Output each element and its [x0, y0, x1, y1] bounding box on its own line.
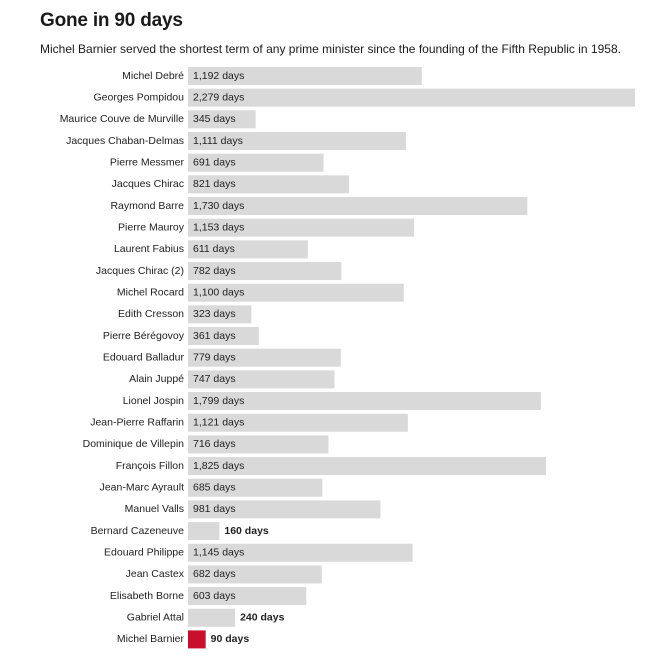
bar — [188, 478, 323, 497]
value-label: 603 days — [193, 590, 236, 602]
value-label: 90 days — [211, 633, 250, 645]
bar — [188, 348, 341, 367]
bar — [188, 305, 252, 324]
bar — [188, 153, 324, 172]
bar — [188, 587, 307, 606]
category-label: Michel Rocard — [117, 286, 184, 298]
category-label: Pierre Mauroy — [118, 221, 185, 233]
value-label: 1,730 days — [193, 200, 244, 212]
value-label: 685 days — [193, 482, 236, 494]
value-label: 716 days — [193, 438, 236, 450]
category-label: Gabriel Attal — [127, 612, 184, 624]
bar — [188, 262, 342, 281]
bar — [188, 218, 415, 237]
category-label: Raymond Barre — [110, 200, 184, 212]
value-label: 779 days — [193, 351, 236, 363]
bar — [188, 240, 308, 259]
bar — [188, 522, 220, 541]
value-label: 1,121 days — [193, 417, 244, 429]
bar — [188, 435, 329, 454]
category-label: Pierre Bérégovoy — [103, 330, 185, 342]
bar — [188, 132, 406, 151]
value-label: 323 days — [193, 308, 236, 320]
value-label: 2,279 days — [193, 91, 244, 103]
category-label: Dominique de Villepin — [83, 438, 185, 450]
value-label: 691 days — [193, 156, 236, 168]
chart-title: Gone in 90 days — [40, 10, 183, 31]
category-label: Edouard Philippe — [104, 547, 184, 559]
category-label: Lionel Jospin — [123, 395, 184, 407]
chart-subtitle: Michel Barnier served the shortest term … — [40, 42, 621, 56]
value-label: 240 days — [240, 612, 285, 624]
bar — [188, 370, 335, 389]
value-label: 821 days — [193, 178, 236, 190]
category-label: Georges Pompidou — [94, 91, 185, 103]
bar-highlight — [188, 630, 206, 649]
value-label: 1,100 days — [193, 286, 244, 298]
bar — [188, 110, 256, 129]
value-label: 345 days — [193, 113, 236, 125]
category-label: Maurice Couve de Murville — [60, 113, 184, 125]
category-label: Edouard Balladur — [103, 351, 185, 363]
bar — [188, 88, 635, 107]
category-label: Edith Cresson — [118, 308, 184, 320]
value-label: 981 days — [193, 503, 236, 515]
value-label: 1,825 days — [193, 460, 244, 472]
bar — [188, 67, 422, 85]
category-label: Jacques Chirac — [112, 178, 184, 190]
value-label: 361 days — [193, 330, 236, 342]
category-label: Elisabeth Borne — [110, 590, 184, 602]
bar — [188, 500, 381, 519]
category-label: Pierre Messmer — [110, 156, 185, 168]
category-label: Jacques Chirac (2) — [96, 265, 184, 277]
category-label: Jean-Marc Ayrault — [100, 482, 185, 494]
value-label: 1,192 days — [193, 70, 244, 82]
category-label: Bernard Cazeneuve — [91, 525, 185, 537]
category-label: Laurent Fabius — [114, 243, 184, 255]
category-label: Michel Barnier — [117, 633, 185, 645]
value-label: 747 days — [193, 373, 236, 385]
bar — [188, 608, 236, 627]
value-label: 1,111 days — [193, 135, 243, 147]
bar — [188, 565, 322, 584]
category-label: Jean Castex — [126, 568, 185, 580]
bar — [188, 327, 259, 346]
bar — [188, 543, 413, 562]
category-label: Jean-Pierre Raffarin — [90, 417, 184, 429]
bar — [188, 392, 541, 411]
value-label: 611 days — [193, 243, 235, 255]
category-label: François Fillon — [116, 460, 184, 472]
bar — [188, 413, 408, 432]
value-label: 782 days — [193, 265, 236, 277]
category-label: Alain Juppé — [129, 373, 184, 385]
bar — [188, 283, 404, 302]
bar — [188, 175, 350, 194]
value-label: 1,153 days — [193, 221, 244, 233]
value-label: 1,145 days — [193, 547, 244, 559]
bar — [188, 197, 528, 216]
value-label: 682 days — [193, 568, 236, 580]
category-label: Michel Debré — [122, 70, 184, 82]
value-label: 1,799 days — [193, 395, 244, 407]
category-label: Manuel Valls — [125, 503, 184, 515]
value-label: 160 days — [224, 525, 269, 537]
bar — [188, 457, 546, 476]
category-label: Jacques Chaban-Delmas — [66, 135, 184, 147]
